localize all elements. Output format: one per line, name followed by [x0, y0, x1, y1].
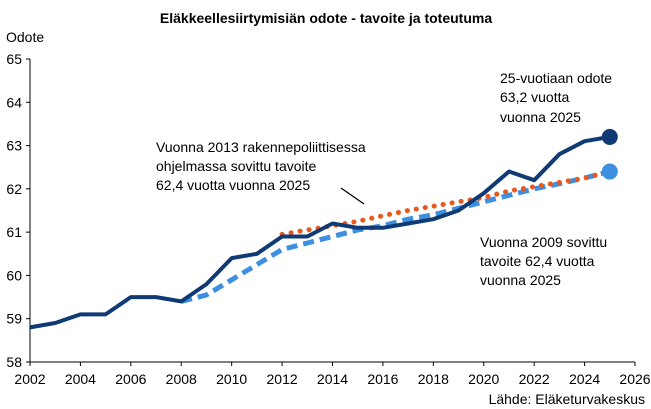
- x-tick-label: 2024: [569, 371, 600, 387]
- y-tick-label: 59: [6, 311, 22, 327]
- x-tick-label: 2016: [367, 371, 398, 387]
- series-line-actual: [29, 134, 611, 330]
- annotation-actual-line-2: 63,2 vuotta: [500, 89, 569, 105]
- annotation-2009-line-1: Vuonna 2009 sovittu: [480, 234, 607, 250]
- y-tick-label: 62: [6, 181, 22, 197]
- x-tick-label: 2012: [267, 371, 298, 387]
- chart-title: Eläkkeellesiirtymisiän odote - tavoite j…: [160, 10, 492, 26]
- series-line-target-2009: [180, 169, 611, 304]
- y-tick-label: 58: [6, 354, 22, 370]
- x-tick-label: 2026: [619, 371, 650, 387]
- y-tick-label: 61: [6, 224, 22, 240]
- x-tick-label: 2018: [418, 371, 449, 387]
- x-tick-label: 2022: [519, 371, 550, 387]
- axes: 58 59 60 61 62 63 64 65 2002 2004 2006 2008 2010 2012…: [6, 51, 650, 387]
- x-tick-label: 2004: [65, 371, 96, 387]
- endpoint-marker-actual: [601, 128, 618, 145]
- annotation-actual-line-3: vuonna 2025: [500, 109, 581, 125]
- y-tick-label: 63: [6, 138, 22, 154]
- series-layer: [29, 134, 613, 330]
- y-axis-label: Odote: [6, 29, 44, 45]
- y-tick-label: 64: [6, 94, 22, 110]
- x-tick-label: 2008: [166, 371, 197, 387]
- annotation-2009-line-3: vuonna 2025: [480, 272, 561, 288]
- annotation-2009-line-2: tavoite 62,4 vuotta: [480, 253, 595, 269]
- x-tick-label: 2002: [14, 371, 45, 387]
- endpoint-marker-target-2009: [601, 163, 618, 180]
- x-tick-label: 2010: [216, 371, 247, 387]
- x-tick-label: 2014: [317, 371, 348, 387]
- source-label: Lähde: Eläketurvakeskus: [489, 391, 645, 407]
- annotation-actual-line-1: 25-vuotiaan odote: [500, 70, 612, 86]
- annotation-2013-pointer: [340, 187, 365, 205]
- x-tick-label: 2006: [115, 371, 146, 387]
- annotation-2013-line-3: 62,4 vuotta vuonna 2025: [156, 177, 310, 193]
- x-tick-label: 2020: [468, 371, 499, 387]
- y-tick-label: 60: [6, 267, 22, 283]
- annotation-2013-line-2: ohjelmassa sovittu tavoite: [156, 158, 317, 174]
- endpoint-markers: [601, 128, 618, 180]
- y-tick-label: 65: [6, 51, 22, 67]
- annotation-2013-line-1: Vuonna 2013 rakennepoliittisessa: [156, 139, 366, 155]
